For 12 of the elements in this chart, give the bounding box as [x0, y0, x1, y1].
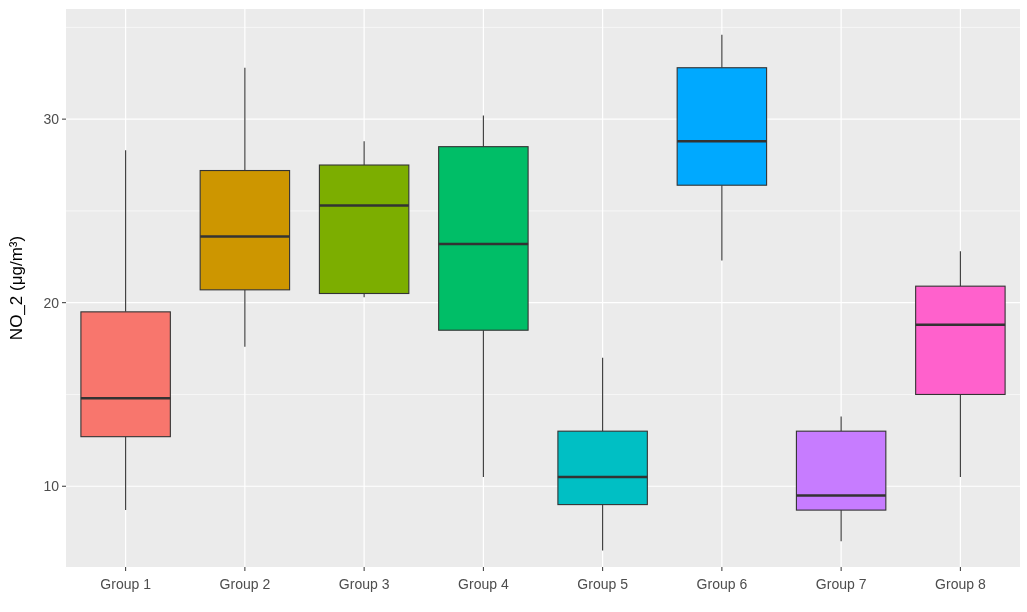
x-tick-label: Group 3 — [338, 576, 390, 592]
y-tick-label: 10 — [43, 478, 60, 495]
x-tick-label: Group 2 — [219, 576, 271, 592]
x-tick-label: Group 8 — [935, 576, 986, 592]
y-tick-label: 30 — [43, 111, 60, 128]
x-tick-label: Group 5 — [577, 576, 629, 592]
y-axis-title: NO_2 (μg/m³) — [7, 235, 26, 341]
x-tick-label: Group 7 — [815, 576, 867, 592]
x-tick-label: Group 1 — [100, 576, 152, 592]
y-tick-label: 20 — [43, 294, 60, 311]
x-tick-label: Group 6 — [696, 576, 748, 592]
x-tick-label: Group 4 — [458, 576, 509, 592]
